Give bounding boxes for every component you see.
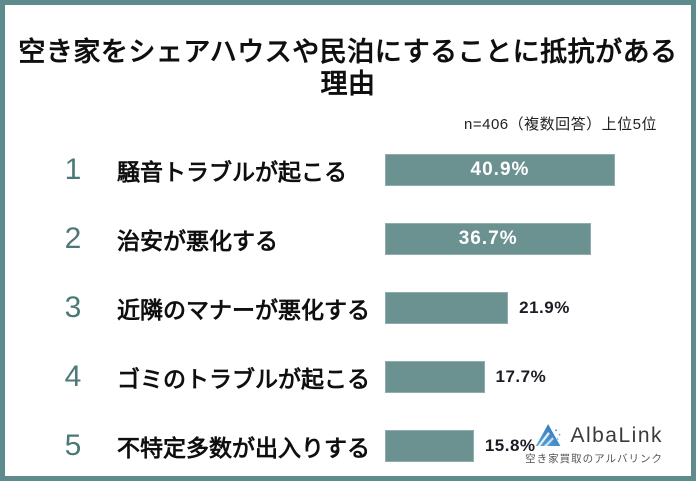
albalink-triangle-icon xyxy=(535,423,563,448)
bar: 36.7% xyxy=(385,223,592,256)
value-label-outside: 17.7% xyxy=(495,367,547,387)
category-label: 不特定多数が出入りする xyxy=(117,435,370,462)
category-label: 治安が悪化する xyxy=(117,228,278,255)
bar-zone: 15.8% 15.8% xyxy=(385,430,691,463)
chart-title: 空き家をシェアハウスや民泊にすることに抵抗がある理由 xyxy=(18,37,678,100)
value-label-inside: 40.9% xyxy=(470,159,530,181)
albalink-logo-text: AlbaLink xyxy=(570,423,663,447)
albalink-logo: AlbaLink 空き家買取のアルバリンク xyxy=(525,423,663,466)
bar-zone: 36.7% 36.7% xyxy=(385,223,691,256)
albalink-logo-subtext: 空き家買取のアルバリンク xyxy=(525,453,663,465)
value-label-outside: 15.8% xyxy=(484,436,536,456)
rank-number: 1 xyxy=(64,153,82,187)
category-label: 近隣のマナーが悪化する xyxy=(117,297,370,324)
bar: 21.9% xyxy=(385,292,509,325)
rank-number: 2 xyxy=(64,222,82,256)
category-label: ゴミのトラブルが起こる xyxy=(117,366,370,393)
chart-row-4: 4 ゴミのトラブルが起こる 17.7% 17.7% xyxy=(5,343,691,412)
sample-size-note: n=406（複数回答）上位5位 xyxy=(464,115,657,133)
bar-zone: 40.9% 40.9% xyxy=(385,154,691,187)
chart-row-3: 3 近隣のマナーが悪化する 21.9% 21.9% xyxy=(5,274,691,343)
bar-zone: 21.9% 21.9% xyxy=(385,292,691,325)
bar: 17.7% xyxy=(385,361,485,394)
value-label-outside: 21.9% xyxy=(519,298,570,318)
rank-number: 3 xyxy=(64,291,82,325)
rank-number: 5 xyxy=(64,429,82,463)
value-label-inside: 36.7% xyxy=(458,228,518,250)
category-label: 騒音トラブルが起こる xyxy=(117,159,347,186)
bar-zone: 17.7% 17.7% xyxy=(385,361,691,394)
bar: 15.8% xyxy=(385,430,474,463)
chart-row-2: 2 治安が悪化する 36.7% 36.7% xyxy=(5,205,691,274)
chart-row-5: 5 不特定多数が出入りする 15.8% 15.8% xyxy=(5,412,691,476)
bar: 40.9% xyxy=(385,154,615,187)
bar-chart: 1 騒音トラブルが起こる 40.9% 40.9% 2 治安が悪化する 36.7%… xyxy=(5,136,691,476)
rank-number: 4 xyxy=(64,360,82,394)
chart-row-1: 1 騒音トラブルが起こる 40.9% 40.9% xyxy=(5,136,691,205)
